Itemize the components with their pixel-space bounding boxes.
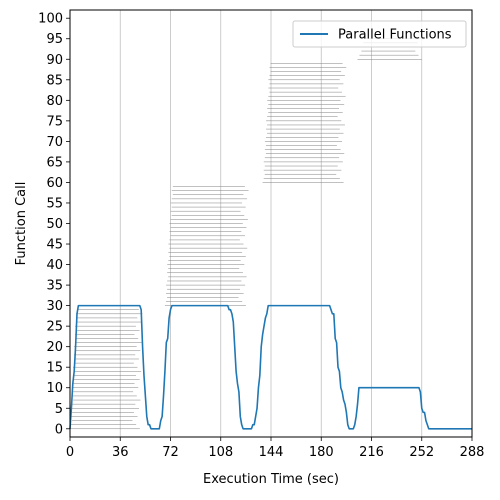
legend: Parallel Functions bbox=[292, 20, 467, 48]
y-tick-label: 65 bbox=[46, 155, 63, 170]
y-tick-label: 50 bbox=[46, 217, 63, 232]
x-tick-label: 252 bbox=[409, 445, 434, 460]
y-axis-ticks: 0 5 10 15 20 25 30 35 40 45 50 55 60 65 70 75 80 85 90 95 10… bbox=[38, 12, 70, 437]
function-call-lines bbox=[70, 38, 424, 430]
series-lines bbox=[69, 304, 472, 430]
x-tick-label: 0 bbox=[66, 445, 74, 460]
series-line bbox=[69, 304, 472, 430]
y-tick-label: 25 bbox=[46, 320, 63, 335]
y-tick-label: 85 bbox=[46, 73, 63, 88]
legend-label: Parallel Functions bbox=[338, 28, 452, 43]
y-tick-label: 75 bbox=[46, 114, 63, 129]
y-tick-label: 15 bbox=[46, 361, 63, 376]
x-tick-label: 36 bbox=[112, 445, 129, 460]
x-tick-label: 144 bbox=[259, 445, 284, 460]
x-tick-label: 288 bbox=[460, 445, 485, 460]
y-tick-label: 40 bbox=[46, 258, 63, 273]
y-tick-label: 100 bbox=[38, 12, 63, 27]
y-tick-label: 95 bbox=[46, 32, 63, 47]
y-tick-label: 70 bbox=[46, 135, 63, 150]
x-tick-label: 108 bbox=[208, 445, 233, 460]
y-tick-label: 60 bbox=[46, 176, 63, 191]
x-tick-label: 216 bbox=[359, 445, 384, 460]
y-tick-label: 35 bbox=[46, 279, 63, 294]
y-tick-label: 10 bbox=[46, 381, 63, 396]
x-tick-label: 180 bbox=[309, 445, 334, 460]
y-tick-label: 5 bbox=[55, 402, 63, 417]
y-tick-label: 30 bbox=[46, 299, 63, 314]
y-tick-label: 0 bbox=[55, 422, 63, 437]
y-axis-label: Function Call bbox=[14, 182, 29, 266]
x-tick-label: 72 bbox=[162, 445, 179, 460]
x-axis-ticks: 0 36 72 108 144 180 216 252 288 bbox=[66, 437, 485, 460]
x-axis-label: Execution Time (sec) bbox=[203, 472, 339, 487]
y-tick-label: 80 bbox=[46, 94, 63, 109]
y-tick-label: 20 bbox=[46, 340, 63, 355]
legend-frame bbox=[292, 20, 467, 48]
y-tick-label: 90 bbox=[46, 53, 63, 68]
y-tick-label: 55 bbox=[46, 196, 63, 211]
y-tick-label: 45 bbox=[46, 238, 63, 253]
